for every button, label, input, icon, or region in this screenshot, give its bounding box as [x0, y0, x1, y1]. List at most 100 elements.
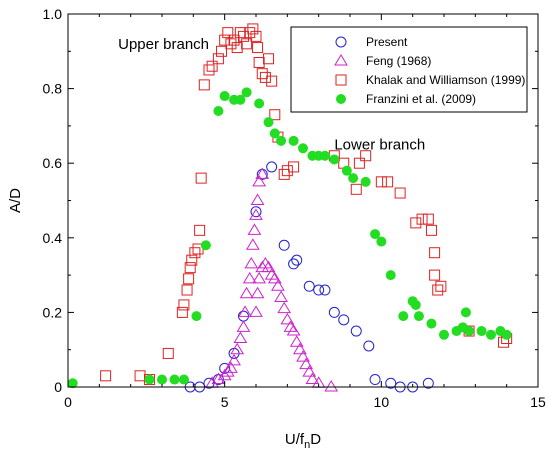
point-khalak-and-williamson-1999-5 — [178, 299, 190, 311]
point-feng-1968-10 — [239, 286, 254, 299]
x-axis-label: U/fnD — [285, 431, 321, 451]
point-khalak-and-williamson-1999-8 — [184, 262, 196, 274]
point-feng-1968-7 — [233, 331, 248, 344]
y-tick-label-1.0: 1.0 — [43, 6, 63, 22]
point-khalak-and-williamson-1999-15 — [203, 64, 215, 76]
legend-marker-khalak-and-williamson-1999 — [335, 74, 347, 86]
point-feng-1968-1 — [211, 372, 226, 385]
legend-label-khalak-and-williamson-1999: Khalak and Williamson (1999) — [366, 73, 525, 87]
point-khalak-and-williamson-1999-14 — [198, 79, 210, 91]
point-franzini-et-al-2009-40 — [501, 329, 512, 340]
point-khalak-and-williamson-1999-23 — [231, 42, 243, 54]
point-franzini-et-al-2009-37 — [476, 326, 487, 337]
point-khalak-and-williamson-1999-1 — [134, 370, 146, 382]
point-feng-1968-13 — [245, 238, 260, 250]
point-feng-1968-8 — [236, 320, 251, 332]
point-khalak-and-williamson-1999-0 — [100, 370, 112, 382]
point-franzini-et-al-2009-0 — [68, 378, 78, 389]
point-khalak-and-williamson-1999-25 — [237, 30, 249, 42]
point-feng-1968-17 — [252, 174, 267, 187]
point-khalak-and-williamson-1999-53 — [429, 247, 441, 259]
point-feng-1968-30 — [280, 312, 295, 325]
point-franzini-et-al-2009-32 — [426, 318, 437, 329]
point-franzini-et-al-2009-24 — [360, 176, 371, 187]
point-present-9 — [266, 161, 278, 173]
annotation-lower-branch: Lower branch — [334, 137, 425, 154]
point-khalak-and-williamson-1999-36 — [269, 109, 281, 121]
point-feng-1968-32 — [286, 324, 301, 336]
point-khalak-and-williamson-1999-28 — [247, 23, 259, 35]
point-feng-1968-40 — [324, 380, 339, 392]
point-khalak-and-williamson-1999-32 — [256, 68, 268, 80]
point-franzini-et-al-2009-22 — [341, 165, 352, 176]
point-franzini-et-al-2009-12 — [254, 98, 265, 109]
point-franzini-et-al-2009-1 — [144, 374, 155, 385]
point-feng-1968-33 — [289, 335, 304, 347]
point-feng-1968-5 — [227, 353, 241, 366]
point-franzini-et-al-2009-38 — [486, 329, 496, 340]
point-feng-1968-27 — [271, 279, 285, 291]
y-tick-label-0: 0 — [54, 379, 62, 395]
point-khalak-and-williamson-1999-9 — [186, 254, 198, 266]
plot-area — [68, 23, 513, 393]
point-khalak-and-williamson-1999-29 — [250, 30, 262, 42]
point-khalak-and-williamson-1999-13 — [195, 172, 207, 184]
point-khalak-and-williamson-1999-27 — [244, 27, 256, 39]
point-franzini-et-al-2009-33 — [439, 329, 449, 340]
point-khalak-and-williamson-1999-52 — [425, 224, 437, 236]
point-present-15 — [319, 284, 331, 296]
point-franzini-et-al-2009-41 — [460, 307, 471, 318]
point-khalak-and-williamson-1999-47 — [382, 176, 394, 188]
point-khalak-and-williamson-1999-55 — [432, 284, 444, 296]
point-present-17 — [338, 314, 350, 326]
legend-marker-franzini-et-al-2009 — [336, 94, 346, 104]
legend-label-present: Present — [366, 35, 408, 49]
point-present-12 — [291, 254, 303, 266]
point-khalak-and-williamson-1999-34 — [263, 53, 275, 65]
point-franzini-et-al-2009-11 — [241, 87, 252, 98]
legend-label-feng-1968: Feng (1968) — [366, 54, 431, 68]
point-present-7 — [250, 206, 262, 218]
point-present-13 — [303, 280, 315, 292]
point-feng-1968-18 — [255, 167, 270, 179]
point-khalak-and-williamson-1999-16 — [206, 60, 218, 72]
point-franzini-et-al-2009-10 — [235, 94, 246, 105]
point-khalak-and-williamson-1999-22 — [228, 34, 240, 46]
point-khalak-and-williamson-1999-50 — [416, 213, 428, 225]
y-tick-label-0.6: 0.6 — [43, 155, 63, 171]
point-khalak-and-williamson-1999-31 — [253, 56, 265, 68]
legend-marker-present — [335, 36, 347, 48]
point-khalak-and-williamson-1999-51 — [422, 213, 434, 225]
legend-box — [290, 26, 528, 113]
x-tick-label-0: 0 — [64, 394, 72, 410]
point-franzini-et-al-2009-31 — [413, 311, 424, 322]
point-present-21 — [385, 377, 397, 389]
point-khalak-and-williamson-1999-38 — [278, 168, 290, 180]
point-khalak-and-williamson-1999-17 — [212, 53, 224, 65]
series-feng-1968 — [205, 167, 339, 392]
point-franzini-et-al-2009-23 — [348, 173, 359, 184]
point-franzini-et-al-2009-15 — [276, 135, 287, 146]
point-feng-1968-2 — [217, 368, 232, 381]
point-feng-1968-3 — [220, 365, 235, 377]
point-khalak-and-williamson-1999-6 — [181, 284, 193, 296]
point-feng-1968-37 — [302, 365, 317, 377]
x-tick-label-5: 5 — [221, 394, 229, 410]
point-feng-1968-23 — [258, 256, 273, 269]
point-khalak-and-williamson-1999-3 — [162, 347, 174, 359]
point-feng-1968-14 — [247, 223, 262, 235]
point-feng-1968-12 — [244, 256, 259, 269]
point-feng-1968-9 — [238, 305, 252, 317]
point-khalak-and-williamson-1999-21 — [225, 38, 237, 50]
point-feng-1968-16 — [250, 193, 265, 205]
point-franzini-et-al-2009-7 — [213, 105, 224, 116]
point-present-18 — [350, 325, 362, 337]
point-franzini-et-al-2009-30 — [410, 299, 421, 310]
legend-marker-feng-1968 — [334, 54, 348, 66]
legend: Present Feng (1968) Khalak and Williamson … — [290, 26, 528, 113]
point-franzini-et-al-2009-13 — [263, 117, 274, 128]
y-axis-label: A/D — [7, 188, 24, 213]
point-feng-1968-4 — [224, 361, 238, 373]
point-feng-1968-35 — [296, 350, 310, 362]
point-franzini-et-al-2009-21 — [329, 154, 340, 165]
